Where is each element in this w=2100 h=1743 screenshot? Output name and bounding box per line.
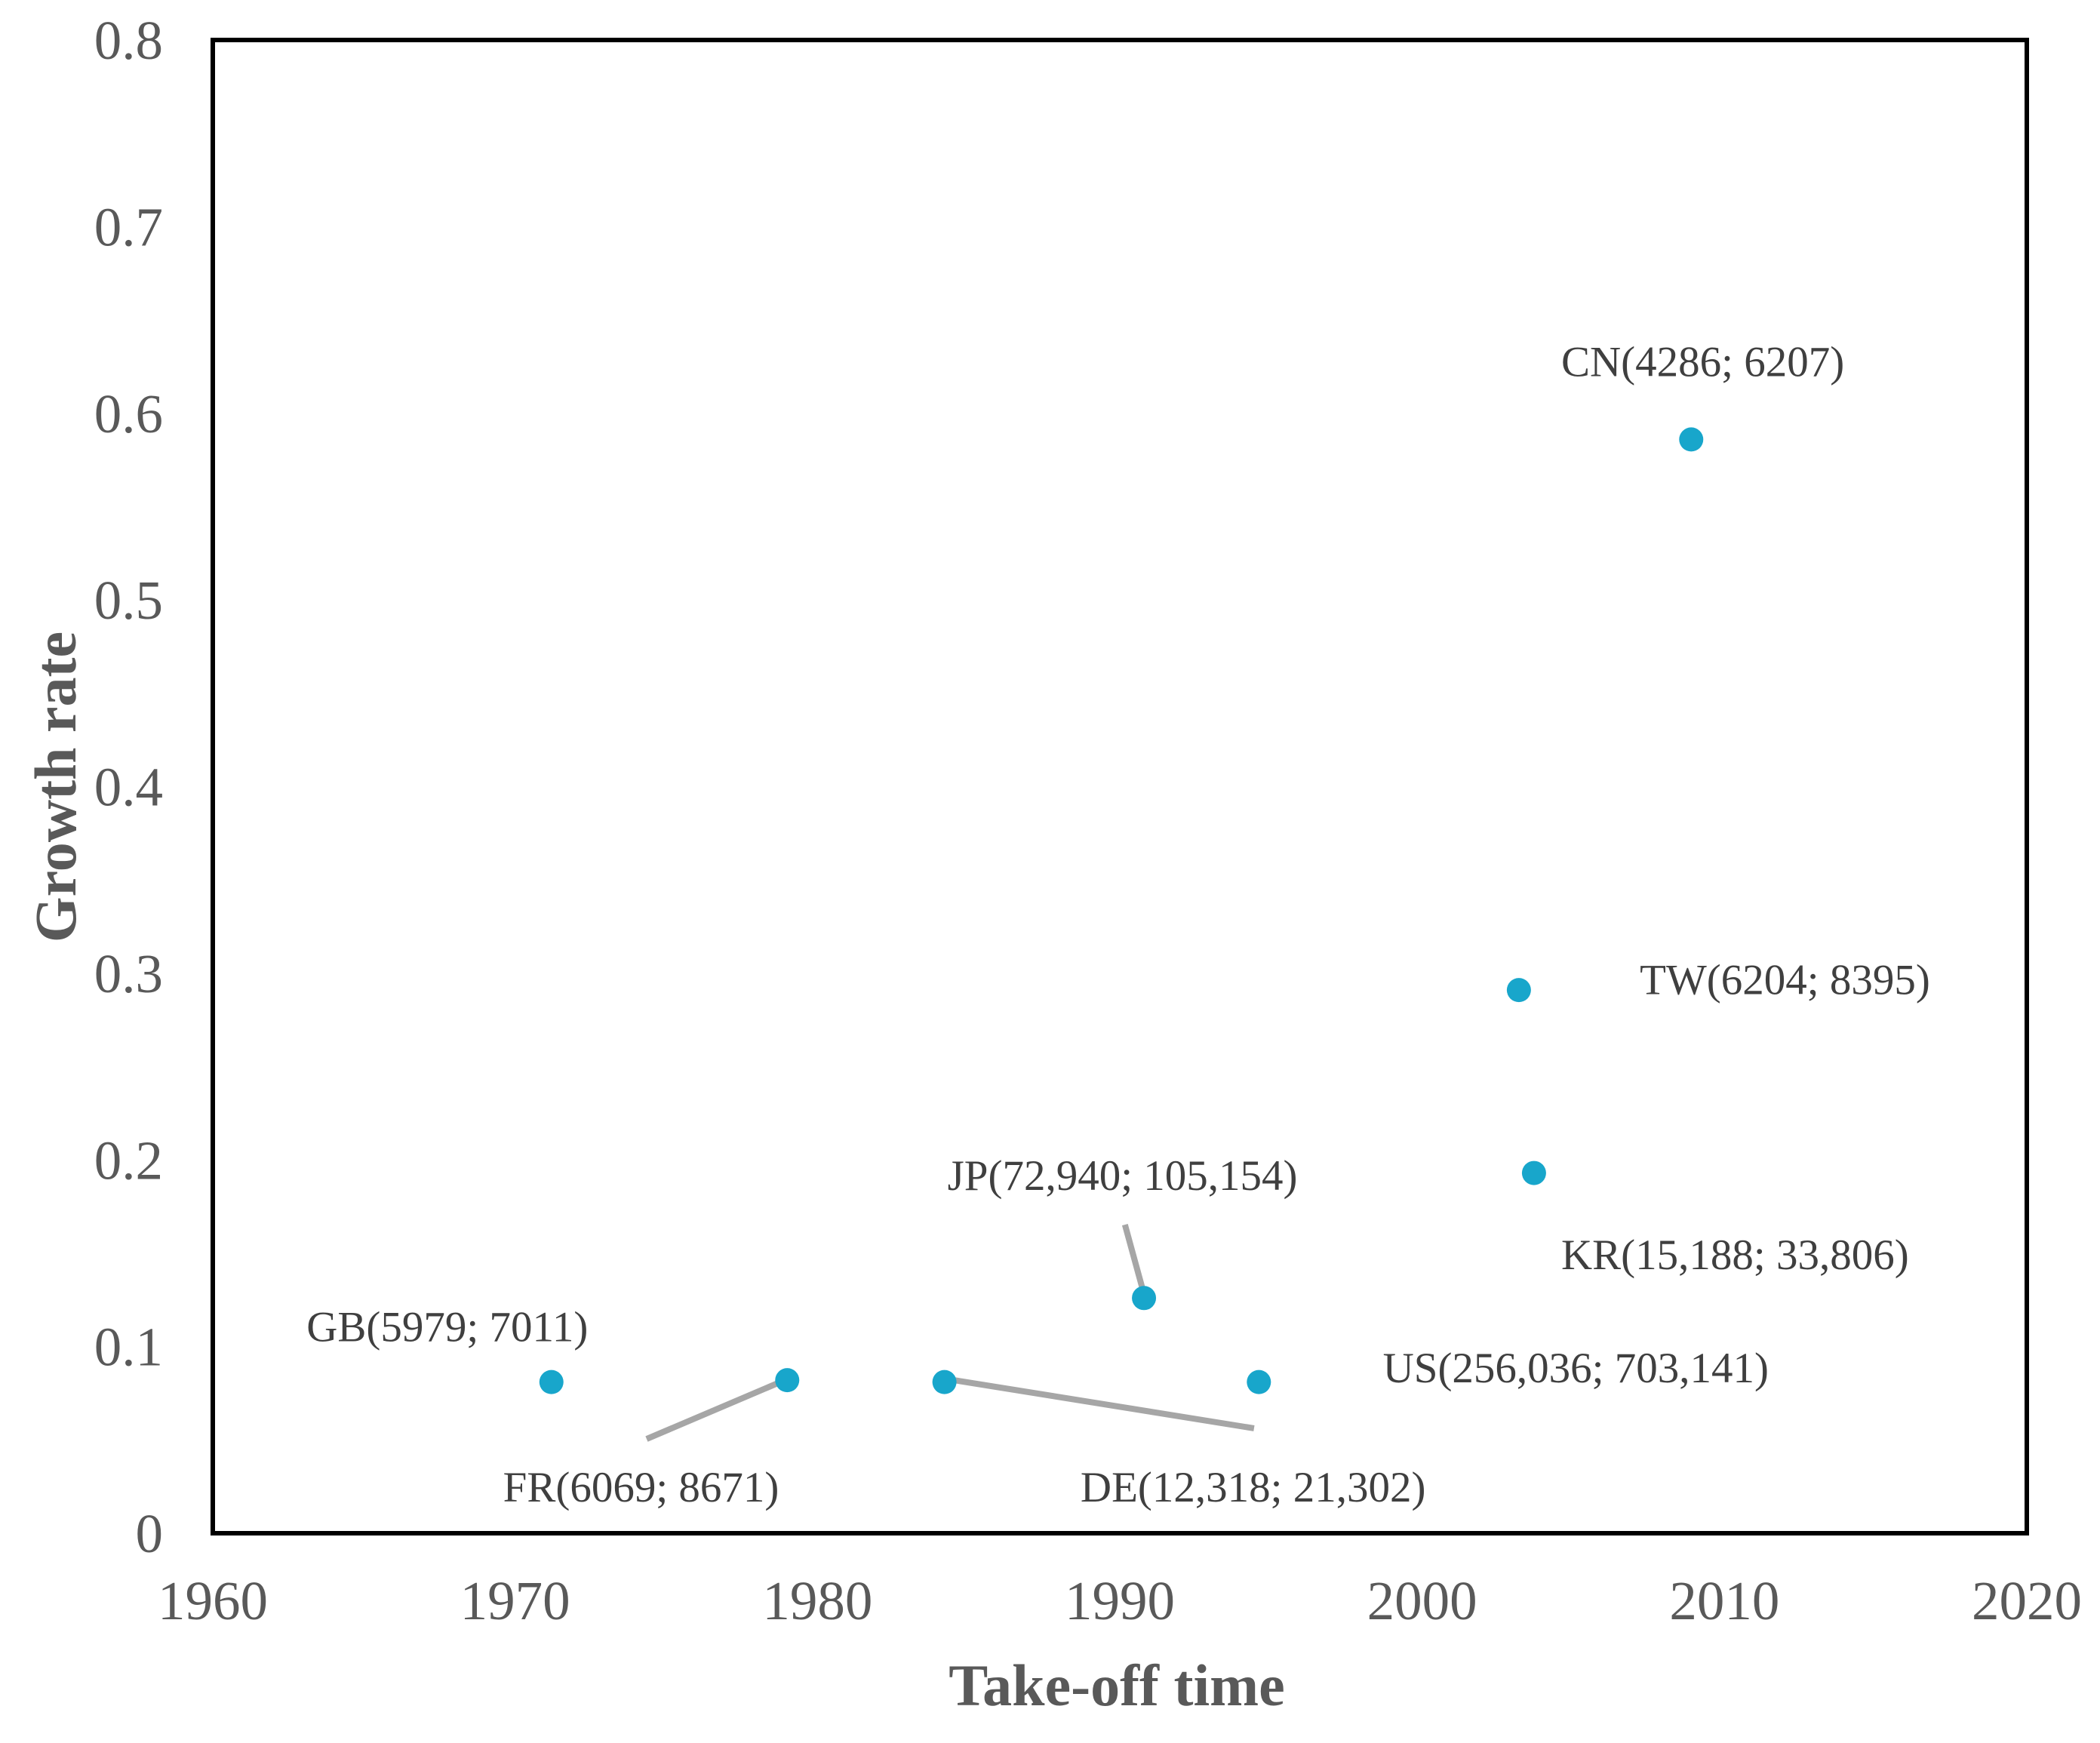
data-point-GB xyxy=(539,1370,564,1394)
data-points xyxy=(539,427,1704,1394)
x-tick-label: 1970 xyxy=(460,1570,570,1631)
y-tick-label: 0.3 xyxy=(94,943,163,1004)
leader-line-FR xyxy=(645,1376,789,1442)
x-tick-label: 1980 xyxy=(762,1570,872,1631)
y-tick-label: 0 xyxy=(136,1503,164,1564)
leader-lines xyxy=(645,1224,1255,1442)
x-tick-label: 2010 xyxy=(1669,1570,1779,1631)
data-point-TW xyxy=(1506,978,1531,1003)
data-point-US xyxy=(1247,1370,1271,1394)
point-label-GB: GB(5979; 7011) xyxy=(306,1303,588,1351)
x-tick-label: 1990 xyxy=(1065,1570,1175,1631)
y-tick-label: 0.2 xyxy=(94,1130,163,1191)
y-tick-label: 0.8 xyxy=(94,10,163,71)
leader-line-JP xyxy=(1121,1224,1148,1298)
data-point-CN xyxy=(1679,427,1704,452)
y-tick-label: 0.1 xyxy=(94,1317,163,1378)
axis-tick-labels: 0 0.1 0.2 0.3 0.4 0.5 0.6 0.7 0.8 1960 1970 1980 199… xyxy=(94,10,2082,1631)
plot-border xyxy=(211,38,2029,1536)
y-tick-label: 0.7 xyxy=(94,196,163,257)
point-label-CN: CN(4286; 6207) xyxy=(1561,338,1844,386)
point-label-KR: KR(15,188; 33,806) xyxy=(1561,1231,1909,1279)
point-label-US: US(256,036; 703,141) xyxy=(1383,1345,1769,1392)
x-tick-label: 1960 xyxy=(158,1570,268,1631)
point-labels: GB(5979; 7011) FR(6069; 8671) DE(12,318; 2… xyxy=(306,338,1930,1511)
data-point-FR xyxy=(775,1368,800,1393)
y-axis-title: Growth rate xyxy=(23,632,88,942)
point-label-DE: DE(12,318; 21,302) xyxy=(1081,1464,1426,1511)
data-point-DE xyxy=(932,1370,957,1394)
x-tick-label: 2020 xyxy=(1972,1570,2082,1631)
y-tick-label: 0.6 xyxy=(94,383,163,444)
point-label-TW: TW(6204; 8395) xyxy=(1640,956,1930,1004)
x-axis-title: Take-off time xyxy=(949,1652,1285,1718)
y-tick-label: 0.5 xyxy=(94,570,163,631)
point-label-FR: FR(6069; 8671) xyxy=(503,1464,779,1511)
y-tick-label: 0.4 xyxy=(94,757,163,818)
x-tick-label: 2000 xyxy=(1367,1570,1477,1631)
point-label-JP: JP(72,940; 105,154) xyxy=(948,1152,1298,1200)
data-point-JP xyxy=(1132,1286,1157,1311)
leader-line-DE xyxy=(948,1376,1255,1431)
data-point-KR xyxy=(1521,1160,1546,1185)
